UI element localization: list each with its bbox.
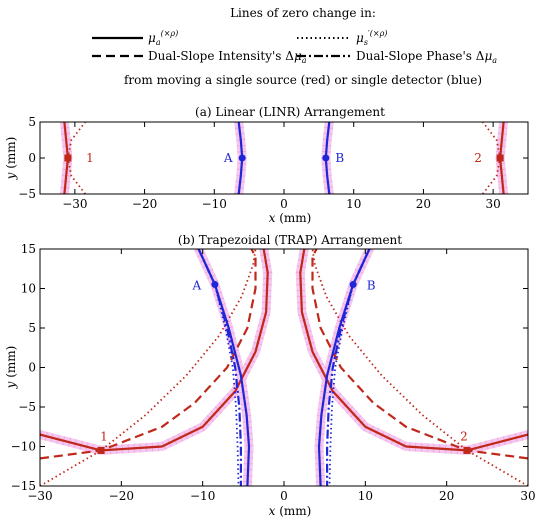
detector-curve-dashdot <box>197 249 242 486</box>
y-tick-label: 0 <box>28 361 36 375</box>
detector-marker <box>238 154 246 162</box>
detector-curve-dashdot <box>326 249 371 486</box>
panel-trap-curves <box>40 249 528 486</box>
x-tick-label: 30 <box>520 489 535 503</box>
panel-linr-plot-area: −30 −20 −10 0 10 20 30 −5 0 5 1 A B 2 <box>18 115 529 211</box>
panel-linr-curves <box>59 122 509 194</box>
panel-linr: (a) Linear (LINR) Arrangement −30 −20 −10 0… <box>4 105 529 225</box>
source-curve-dashed <box>311 249 528 460</box>
optode-label: A <box>192 279 202 293</box>
y-tick-label: 10 <box>21 282 36 296</box>
legend-heading: Lines of zero change in: <box>230 6 376 20</box>
source-curve-solid <box>299 249 528 452</box>
optode-label: A <box>223 151 233 165</box>
y-tick-label: −10 <box>11 440 36 454</box>
optode-label: 2 <box>460 429 468 443</box>
x-tick-label: −10 <box>202 197 227 211</box>
source-marker <box>97 446 105 454</box>
y-tick-label: −5 <box>18 187 36 201</box>
x-tick-label: 10 <box>358 489 373 503</box>
y-tick-label: −15 <box>11 479 36 493</box>
legend-label-musp: μs′(×ρ) <box>356 29 387 47</box>
panel-linr-title: (a) Linear (LINR) Arrangement <box>195 105 385 119</box>
panel-trap-title: (b) Trapezoidal (TRAP) Arrangement <box>178 233 402 247</box>
source-marker <box>64 154 72 162</box>
detector-curve-dotted <box>328 249 371 486</box>
y-tick-label: 5 <box>28 321 36 335</box>
y-tick-label: 15 <box>21 242 36 256</box>
x-tick-label: −20 <box>132 197 157 211</box>
x-tick-label: 10 <box>346 197 361 211</box>
x-tick-label: −10 <box>190 489 215 503</box>
source-marker <box>496 154 504 162</box>
panel-trap-ylabel: y (mm) <box>4 346 18 390</box>
y-tick-label: −5 <box>18 400 36 414</box>
detector-marker <box>349 281 357 289</box>
source-curve-solid <box>40 249 269 452</box>
x-tick-label: −30 <box>62 197 87 211</box>
legend: Lines of zero change in: μa(×ρ) μs′(×ρ) … <box>92 6 497 87</box>
panel-linr-ylabel: y (mm) <box>4 137 18 181</box>
legend-label-mua: μa(×ρ) <box>148 29 178 47</box>
axes-frame <box>39 121 529 195</box>
panel-trap: (b) Trapezoidal (TRAP) Arrangement −30 −2… <box>4 233 536 518</box>
panel-trap-plot-area: −30 −20 −10 0 10 20 30 −15 −10 −5 0 5 10 15 1 A B 2 <box>11 242 536 503</box>
legend-label-dsi: Dual-Slope Intensity's Δμa <box>148 49 307 65</box>
source-curve-dashed <box>40 249 257 460</box>
optode-label: B <box>335 151 344 165</box>
detector-marker <box>211 281 219 289</box>
optode-label: 1 <box>100 429 108 443</box>
detector-curve-dotted <box>197 249 240 486</box>
x-tick-label: 20 <box>416 197 431 211</box>
x-tick-label: −20 <box>109 489 134 503</box>
detector-marker <box>322 154 330 162</box>
x-tick-label: 0 <box>280 489 288 503</box>
x-tick-label: −30 <box>27 489 52 503</box>
source-marker <box>463 446 471 454</box>
y-tick-label: 5 <box>28 115 36 129</box>
optode-label: B <box>367 279 376 293</box>
panel-trap-xlabel: x (mm) <box>269 504 312 518</box>
optode-label: 1 <box>86 151 94 165</box>
x-tick-label: 30 <box>486 197 501 211</box>
x-tick-label: 0 <box>280 197 288 211</box>
legend-footer: from moving a single source (red) or sin… <box>124 73 482 87</box>
x-tick-label: 20 <box>439 489 454 503</box>
panel-linr-xlabel: x (mm) <box>269 211 312 225</box>
y-tick-label: 0 <box>28 151 36 165</box>
optode-label: 2 <box>474 151 482 165</box>
legend-label-dsp: Dual-Slope Phase's Δμa <box>356 49 497 65</box>
